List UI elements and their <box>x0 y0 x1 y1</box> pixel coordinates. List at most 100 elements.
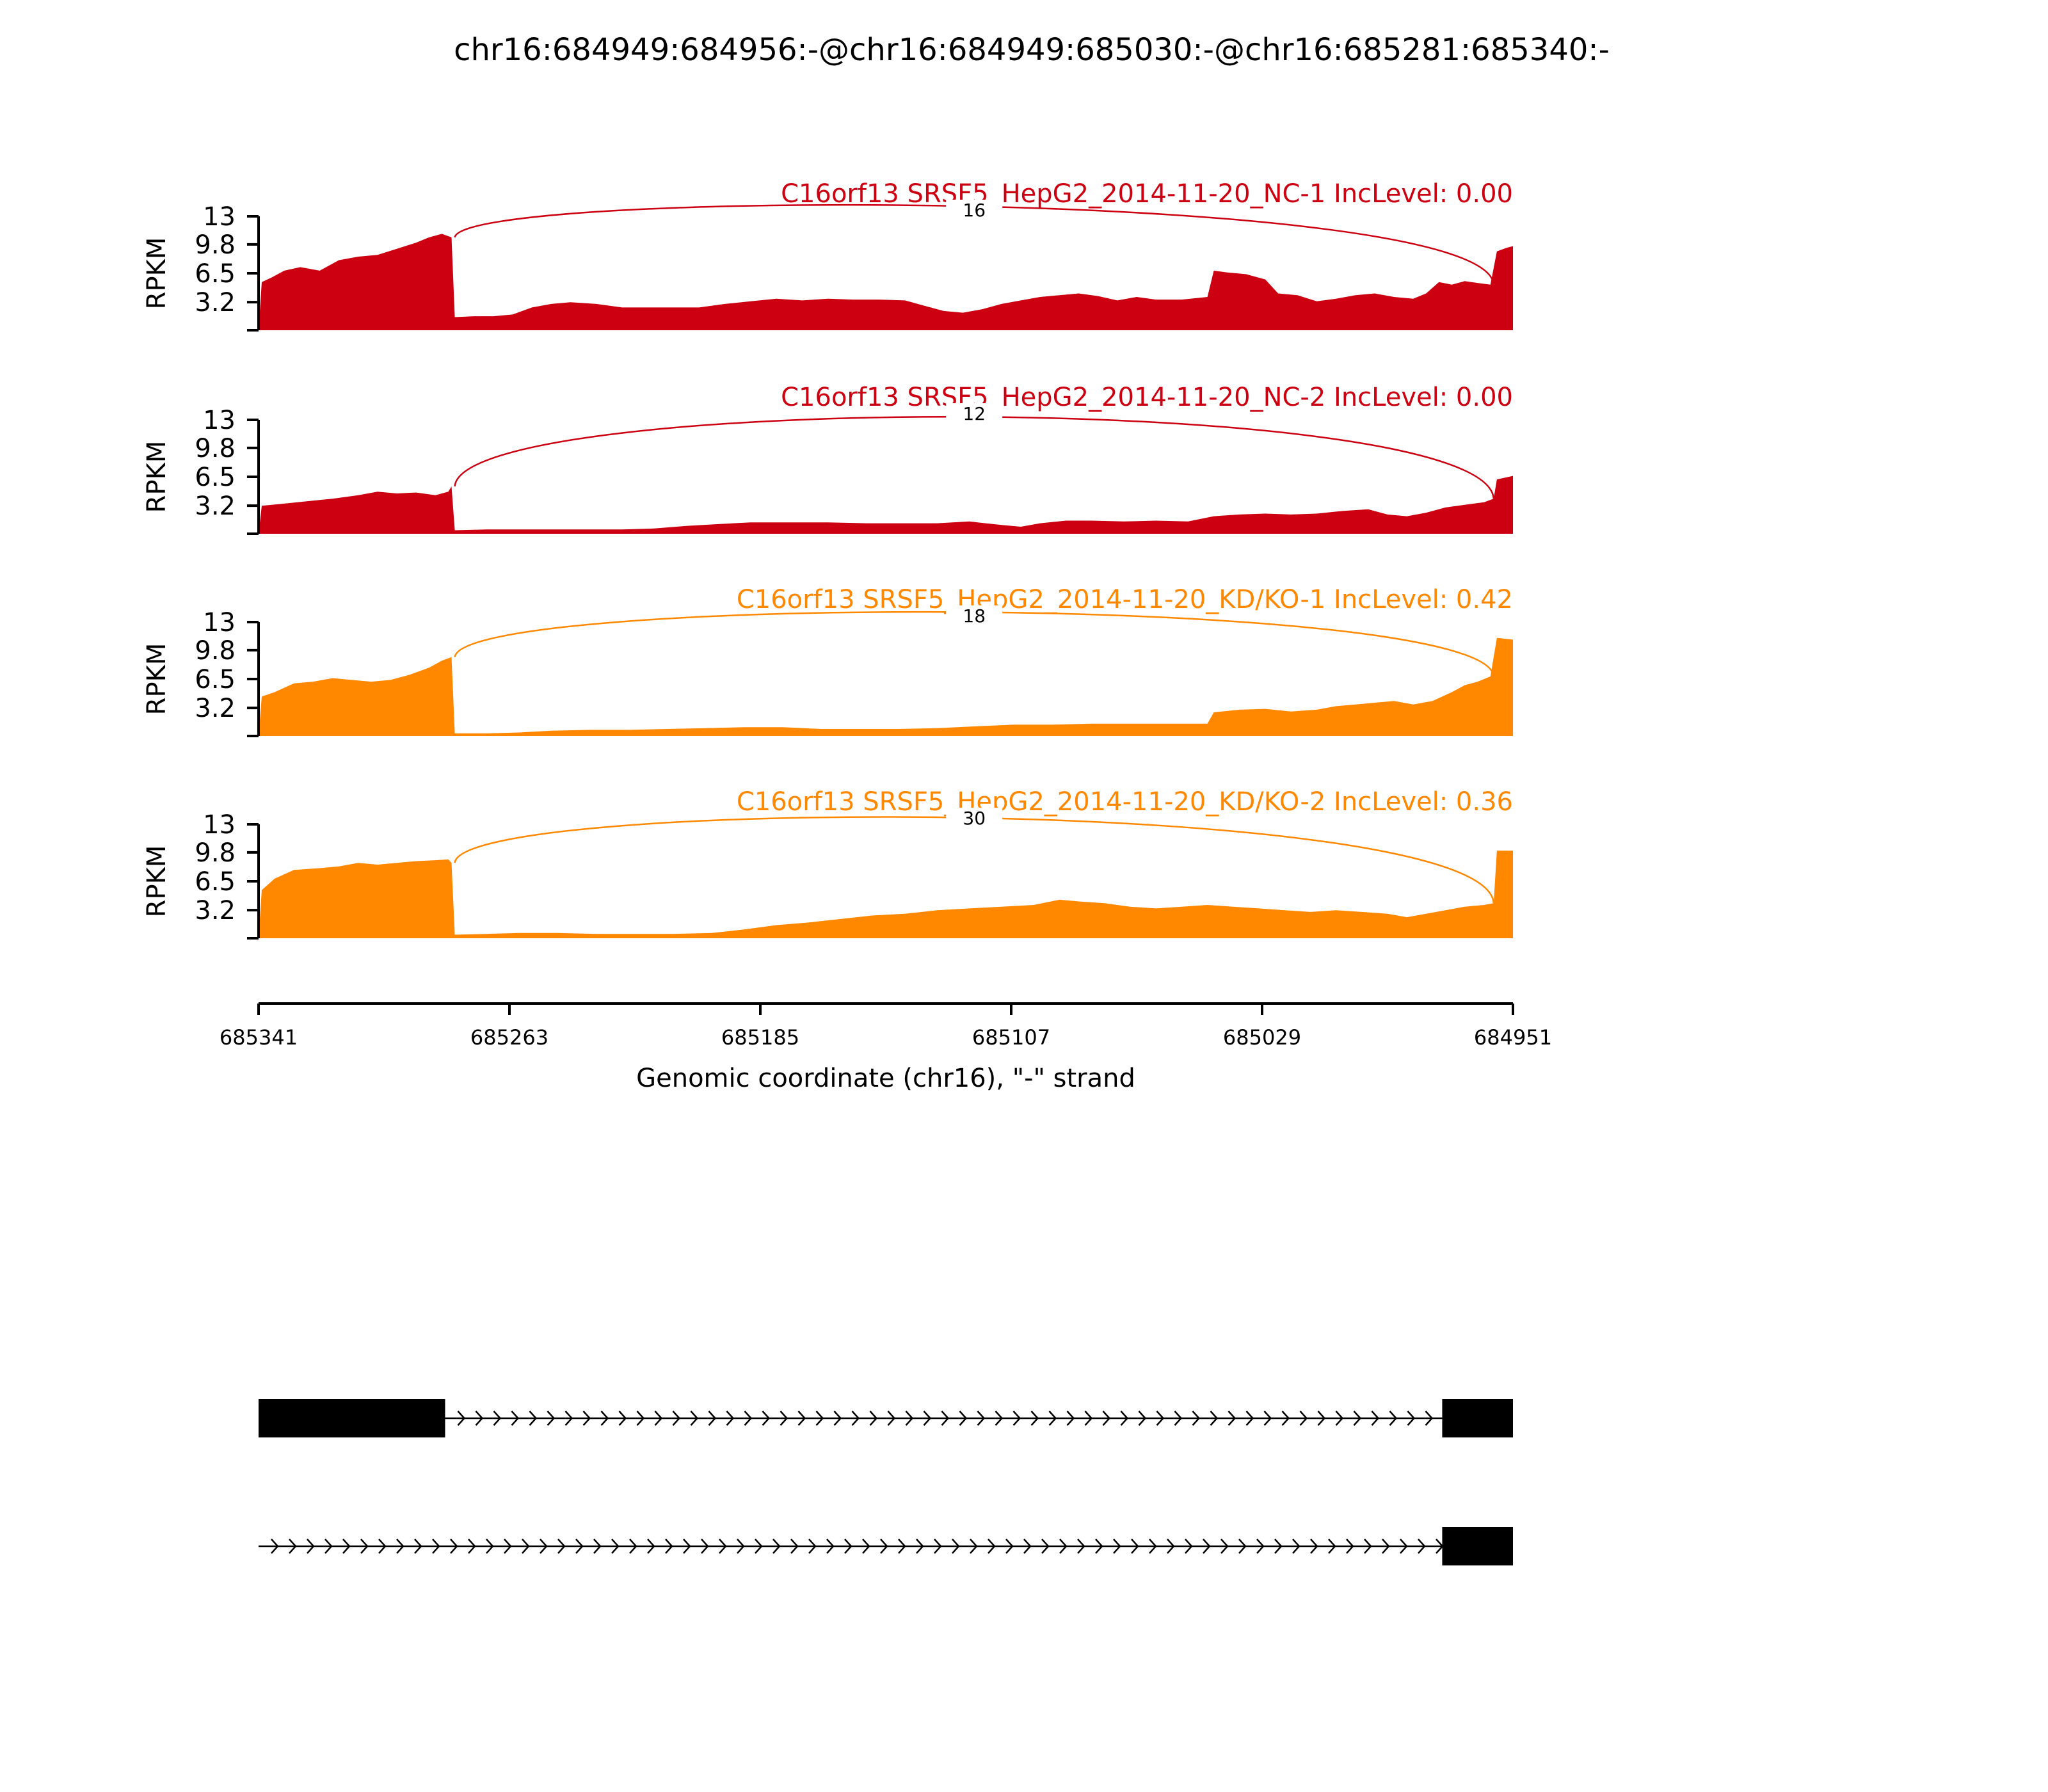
figure-title: chr16:684949:684956:-@chr16:684949:68503… <box>454 32 1610 68</box>
strand-arrow <box>307 1539 315 1554</box>
strand-arrow <box>755 1539 763 1554</box>
x-axis-label: Genomic coordinate (chr16), "-" strand <box>636 1064 1135 1093</box>
junction-arc <box>454 416 1495 499</box>
strand-arrow <box>1346 1539 1354 1554</box>
y-tick-label: 13 <box>203 406 236 435</box>
strand-arrow <box>1095 1539 1103 1554</box>
strand-arrow <box>1030 1411 1039 1426</box>
strand-arrow <box>1256 1539 1265 1554</box>
coverage-area <box>259 637 1513 736</box>
strand-arrow <box>629 1539 637 1554</box>
x-tick-label: 685341 <box>220 1025 298 1050</box>
strand-arrow <box>1192 1411 1201 1426</box>
strand-arrow <box>1238 1539 1247 1554</box>
y-axis-label: RPKM <box>142 643 172 716</box>
strand-arrow <box>1317 1411 1326 1426</box>
strand-arrow <box>790 1539 799 1554</box>
strand-arrow <box>289 1539 297 1554</box>
strand-arrow <box>324 1539 333 1554</box>
strand-arrow <box>815 1411 824 1426</box>
strand-arrow <box>708 1411 717 1426</box>
strand-arrow <box>1245 1411 1254 1426</box>
coverage-area <box>259 476 1513 534</box>
panel-title: C16orf13 SRSF5_HepG2_2014-11-20_NC-2 Inc… <box>781 383 1513 412</box>
y-axis-label: RPKM <box>142 237 172 310</box>
x-axis: 685341 685263 685185 685107 685029 684951 Geno… <box>220 1002 1552 1093</box>
y-axis-label: RPKM <box>142 441 172 513</box>
strand-arrow <box>1041 1539 1050 1554</box>
strand-arrow <box>547 1411 556 1426</box>
strand-arrow <box>977 1411 986 1426</box>
strand-arrow <box>1131 1539 1139 1554</box>
exon-block <box>1442 1399 1513 1437</box>
junction-count-label: 30 <box>963 808 986 829</box>
strand-arrow <box>378 1539 387 1554</box>
strand-arrow <box>1400 1539 1408 1554</box>
strand-arrow <box>1059 1539 1068 1554</box>
junction-count-label: 16 <box>963 200 986 221</box>
strand-arrow <box>780 1411 788 1426</box>
strand-arrow <box>647 1539 655 1554</box>
strand-arrow <box>593 1539 602 1554</box>
y-tick-label: 3.2 <box>195 694 236 723</box>
strand-arrow <box>1425 1411 1434 1426</box>
strand-arrow <box>271 1539 279 1554</box>
strand-arrow <box>701 1539 709 1554</box>
strand-arrow <box>862 1539 870 1554</box>
strand-arrow <box>1023 1539 1032 1554</box>
x-tick-label: 685029 <box>1223 1025 1301 1050</box>
strand-arrow <box>844 1539 852 1554</box>
strand-arrow <box>1005 1539 1014 1554</box>
strand-arrow <box>493 1411 502 1426</box>
strand-arrow <box>1382 1539 1390 1554</box>
strand-arrow <box>522 1539 530 1554</box>
strand-arrow <box>396 1539 404 1554</box>
strand-arrow <box>654 1411 663 1426</box>
x-tick-label: 685107 <box>972 1025 1050 1050</box>
y-tick-label: 9.8 <box>195 230 236 260</box>
strand-arrow <box>600 1411 609 1426</box>
coverage-panel-3: 3.26.59.813 RPKM C16orf13 SRSF5_HepG2_2014… <box>142 585 1513 737</box>
junction-label-bg <box>946 403 1003 425</box>
strand-arrow <box>808 1539 817 1554</box>
strand-arrow <box>923 1411 932 1426</box>
strand-arrow <box>1174 1411 1183 1426</box>
strand-arrow <box>1299 1411 1308 1426</box>
strand-arrow <box>869 1411 878 1426</box>
strand-arrow <box>683 1539 691 1554</box>
strand-arrow <box>672 1411 681 1426</box>
strand-arrow <box>1084 1411 1093 1426</box>
strand-arrow <box>887 1411 896 1426</box>
strand-arrow <box>1371 1411 1380 1426</box>
coverage-panel-4: 3.26.59.813 RPKM C16orf13 SRSF5_HepG2_2014… <box>142 787 1513 940</box>
strand-arrow <box>414 1539 422 1554</box>
strand-arrow <box>744 1411 753 1426</box>
y-tick-label: 13 <box>203 810 236 840</box>
strand-arrow <box>529 1411 538 1426</box>
junction-arc <box>454 816 1495 904</box>
panel-title: C16orf13 SRSF5_HepG2_2014-11-20_KD/KO-1 … <box>737 585 1513 614</box>
strand-arrow <box>1167 1539 1175 1554</box>
strand-arrow <box>797 1411 806 1426</box>
strand-arrow <box>826 1539 835 1554</box>
strand-arrow <box>342 1539 351 1554</box>
strand-arrow <box>898 1539 906 1554</box>
strand-arrow <box>952 1539 960 1554</box>
exon-block <box>1442 1527 1513 1565</box>
junction-label-bg <box>946 605 1003 627</box>
strand-arrow <box>564 1411 573 1426</box>
transcript-1 <box>259 1399 1513 1437</box>
strand-arrow <box>1220 1539 1229 1554</box>
strand-arrow <box>690 1411 699 1426</box>
strand-arrow <box>1210 1411 1219 1426</box>
strand-arrow <box>1407 1411 1416 1426</box>
coverage-panel-1: 3.26.59.813 RPKM C16orf13 SRSF5_HepG2_2014… <box>142 179 1513 332</box>
strand-arrow <box>1292 1539 1300 1554</box>
strand-arrow <box>1066 1411 1075 1426</box>
junction-label-bg <box>946 808 1003 829</box>
y-tick-label: 6.5 <box>195 463 236 492</box>
strand-arrow <box>618 1411 627 1426</box>
strand-arrow <box>1274 1539 1283 1554</box>
strand-arrow <box>636 1411 645 1426</box>
strand-arrow <box>1203 1539 1211 1554</box>
